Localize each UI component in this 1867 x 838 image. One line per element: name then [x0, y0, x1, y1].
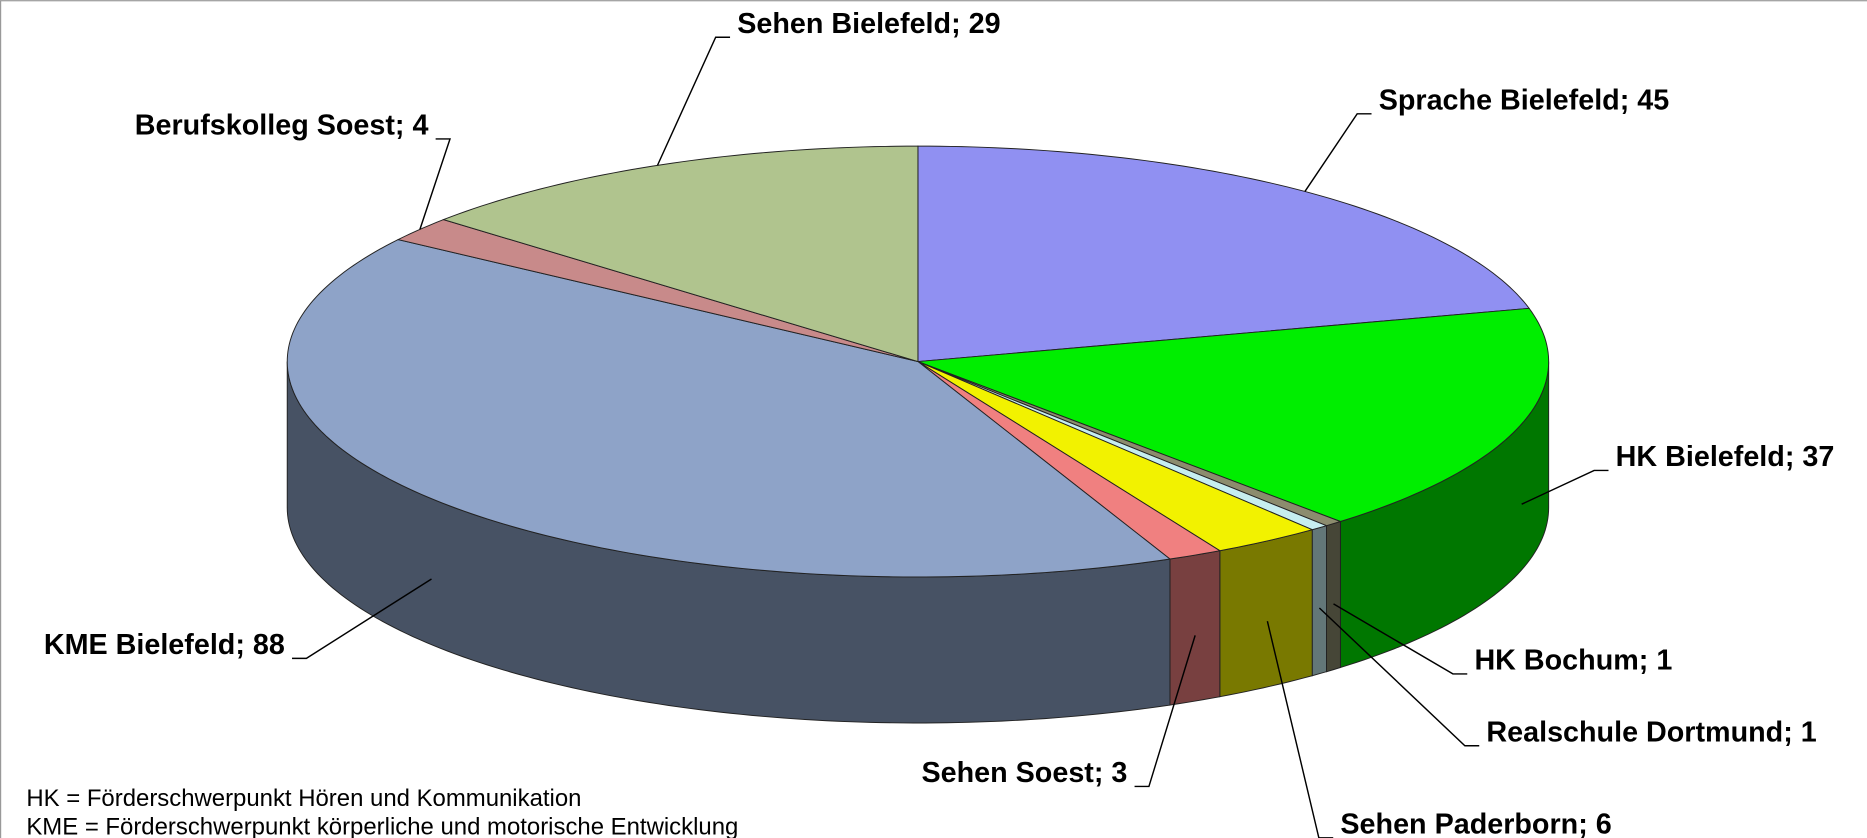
leader-line — [1333, 603, 1468, 675]
pie-slice — [286, 239, 1172, 578]
pie-side — [1169, 550, 1221, 706]
pie-slice — [442, 145, 919, 363]
note: HK = Förderschwerpunkt Hören und Kommuni… — [26, 785, 581, 812]
leader-line — [419, 138, 451, 230]
data-label: Sprache Bielefeld; 45 — [1379, 84, 1670, 116]
pie-slice — [917, 361, 1314, 552]
pie-slice — [917, 307, 1550, 523]
data-label: Berufskolleg Soest; 4 — [135, 110, 429, 142]
data-label: HK Bochum; 1 — [1474, 645, 1672, 677]
data-label: Realschule Dortmund; 1 — [1486, 716, 1816, 748]
leader-line — [1318, 607, 1480, 747]
leader-line — [1134, 635, 1196, 788]
leader-line — [1521, 469, 1609, 505]
data-label: HK Bielefeld; 37 — [1616, 441, 1835, 473]
note: KME = Förderschwerpunkt körperliche und … — [26, 814, 738, 838]
pie-side — [1311, 525, 1327, 677]
data-label: KME Bielefeld; 88 — [44, 629, 285, 661]
leader-line — [1304, 113, 1372, 192]
data-label: Sehen Paderborn; 6 — [1340, 809, 1611, 838]
data-label: Sehen Soest; 3 — [921, 757, 1127, 789]
pie-side — [1219, 529, 1313, 698]
leader-line — [292, 578, 432, 660]
pie-slice — [917, 361, 1222, 560]
leader-line — [656, 36, 731, 166]
pie-side — [1326, 520, 1341, 673]
data-label: Sehen Bielefeld; 29 — [737, 8, 1000, 40]
